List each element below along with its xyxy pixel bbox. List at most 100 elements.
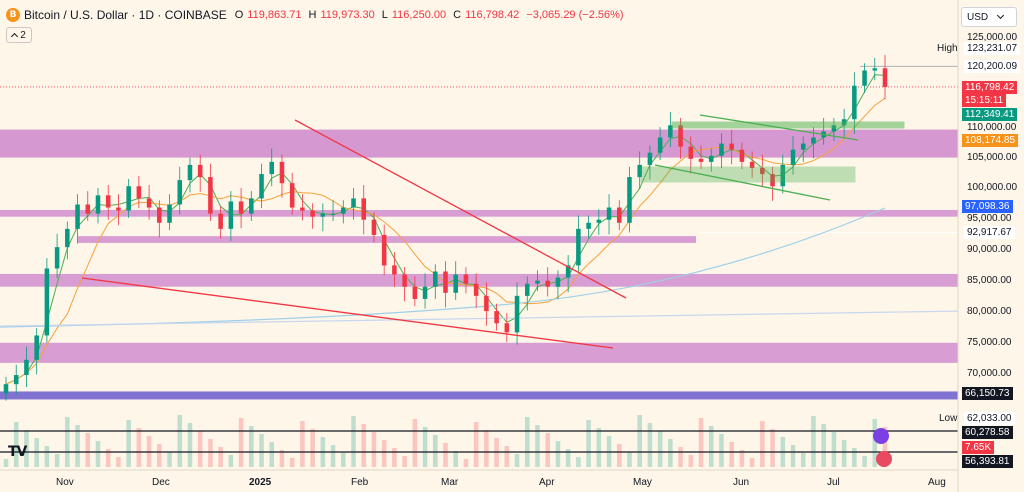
volume-bar <box>698 418 704 467</box>
time-tick: May <box>633 477 652 488</box>
candle-body <box>576 228 581 266</box>
candle-body <box>473 283 479 296</box>
open-value: 119,863.71 <box>247 9 302 21</box>
volume-bar <box>862 456 867 467</box>
candle-body <box>238 201 244 214</box>
candle-body <box>678 125 683 147</box>
volume-bar <box>473 422 479 467</box>
volume-label: 7.65K <box>962 441 995 454</box>
price-tick: 70,000.00 <box>967 368 1012 379</box>
indicator-count: 2 <box>20 29 26 41</box>
candle-body <box>565 265 571 278</box>
volume-bar <box>882 427 888 467</box>
volume-bar <box>708 426 714 467</box>
high-marker-value: 123,231.07 <box>964 42 1021 55</box>
candle-body <box>811 137 816 144</box>
price-tick: 125,000.00 <box>967 32 1018 43</box>
volume-bar <box>126 420 131 467</box>
price-tick: 95,000.00 <box>967 213 1012 224</box>
change-value: −3,065.29 (−2.56%) <box>526 9 624 21</box>
candle-body <box>800 143 806 150</box>
volume-bar <box>310 429 315 467</box>
candle-body <box>54 247 60 269</box>
candle-body <box>708 155 714 162</box>
ma-mid-label: 108,174.85 <box>962 134 1019 147</box>
volume-bar <box>167 452 172 467</box>
price-tick: 85,000.00 <box>967 275 1012 286</box>
candle-body <box>3 384 9 394</box>
candle-body <box>34 335 39 360</box>
candle-body <box>381 234 387 266</box>
volume-bar <box>811 416 816 467</box>
price-tick: 80,000.00 <box>967 306 1012 317</box>
candle-body <box>882 68 888 87</box>
volume-bar <box>300 421 305 467</box>
volume-bar <box>187 423 193 467</box>
volume-bar <box>228 455 234 467</box>
volume-bar <box>831 432 837 467</box>
candle-body <box>760 167 765 175</box>
ma-fast-label: 112,349.41 <box>962 108 1018 121</box>
volume-bar <box>821 424 826 467</box>
volume-bar <box>259 434 264 467</box>
volume-bar <box>341 453 346 467</box>
candle-body <box>586 222 591 229</box>
volume-bar <box>739 450 745 467</box>
volume-bar <box>719 434 724 467</box>
candle-body <box>300 207 305 211</box>
candle-body <box>422 286 428 299</box>
volume-bar <box>555 441 561 467</box>
volume-bar <box>524 417 530 467</box>
symbol-title[interactable]: Bitcoin / U.S. Dollar · 1D · COINBASE <box>24 8 227 22</box>
candle-body <box>392 265 397 275</box>
candle-body <box>627 177 632 223</box>
currency-label: USD <box>967 11 989 23</box>
price-tick: 100,000.00 <box>967 182 1018 193</box>
volume-bar <box>249 426 254 467</box>
indicators-toggle-button[interactable]: 2 <box>6 27 32 43</box>
volume-bar <box>218 447 223 467</box>
candle-body <box>616 207 622 223</box>
volume-bar <box>790 445 796 467</box>
symbol-header: B Bitcoin / U.S. Dollar · 1D · COINBASE … <box>6 6 627 24</box>
tradingview-logo-icon[interactable]: TV <box>8 444 27 460</box>
candle-body <box>668 125 673 138</box>
volume-bar <box>351 416 356 467</box>
currency-select[interactable]: USD <box>961 7 1017 27</box>
candle-body <box>187 164 193 181</box>
support-resistance-zone <box>0 209 958 217</box>
ma-fast-line <box>5 74 886 385</box>
price-tick: 75,000.00 <box>967 337 1012 348</box>
candle-body <box>208 177 213 214</box>
volume-bar <box>3 459 9 467</box>
green-accumulation-zone <box>640 166 856 183</box>
price-tick: 90,000.00 <box>967 244 1012 255</box>
time-tick: Nov <box>56 477 74 488</box>
price-tick: 110,000.00 <box>967 122 1017 133</box>
volume-bar <box>371 432 377 467</box>
volume-bar <box>484 430 489 467</box>
support-resistance-zone <box>78 236 696 243</box>
candle-body <box>606 207 612 220</box>
long-trendline <box>0 310 959 327</box>
candle-body <box>351 198 356 208</box>
candle-body <box>453 274 458 293</box>
volume-bar <box>381 440 387 467</box>
flag-badge-icon[interactable] <box>876 451 892 467</box>
volume-bar <box>116 457 121 467</box>
channel-upper <box>699 114 859 141</box>
candle-body <box>13 375 19 385</box>
price-label-level: 92,917.67 <box>964 226 1015 239</box>
candle-body <box>698 158 704 162</box>
ideas-badge-icon[interactable] <box>873 428 889 444</box>
volume-bar <box>105 449 111 467</box>
candle-body <box>647 152 653 165</box>
volume-bar <box>688 455 694 467</box>
open-label: O <box>234 9 244 21</box>
candle-body <box>310 210 315 217</box>
volume-bar <box>872 419 878 467</box>
candle-body <box>872 68 878 71</box>
volume-bar <box>136 428 142 467</box>
volume-bar <box>514 454 520 467</box>
